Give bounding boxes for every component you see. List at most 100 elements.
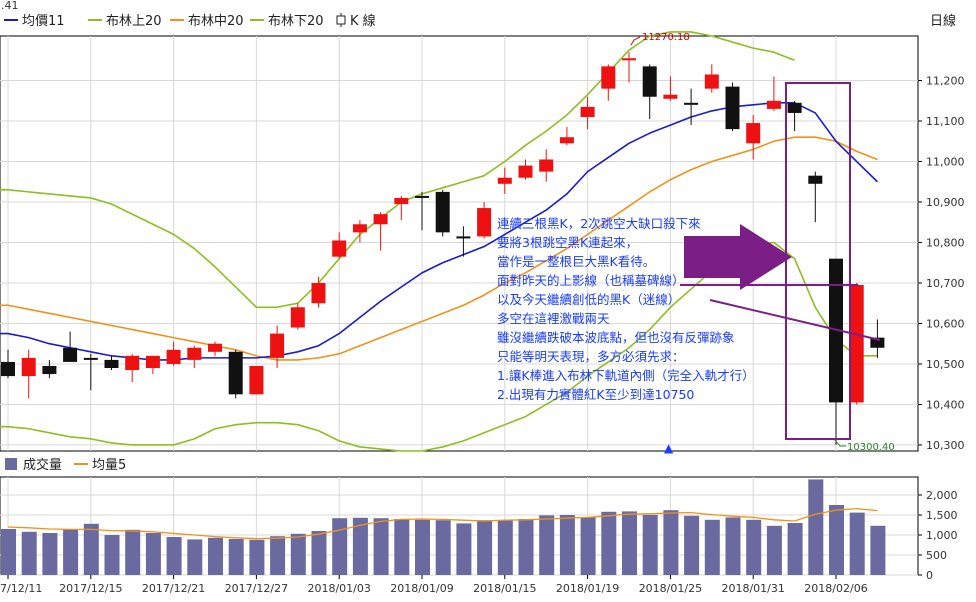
volume-bar [104,535,120,575]
candle [456,226,471,257]
volume-bar [1,529,16,575]
candle [249,365,264,395]
volume-bar [746,519,762,575]
candle [21,349,36,399]
high-leader-line [630,36,641,46]
volume-swatch [5,458,17,470]
candle [415,191,429,231]
legend-k-label: K 線 [350,13,376,29]
candle [332,232,347,259]
candle [601,64,616,101]
volume-bar [42,533,58,575]
analysis-note: 連續三根黑K，2次跳空大缺口殺下來 要將3根跳空黑K連起來， 當作是一整根巨大黑… [497,216,755,402]
candle [435,189,450,237]
volume-bar [311,531,327,575]
candle-body [704,74,719,89]
triangle-marker: ▲ [664,441,674,455]
volume-bar [435,520,451,575]
date-label: 2018/01/31 [721,582,784,595]
black-k-pointer [709,299,881,341]
volume-bar [83,523,99,575]
candle [228,349,243,399]
note-line-10: 2.出現有力實體紅K至少到達10750 [497,387,694,402]
volume-axis: 2,000 1,500 1,000 500 0 [918,489,958,582]
candle [849,282,864,405]
price-tick-label: 10,600 [926,317,965,330]
note-line-7: 雖沒繼續跌破本波底點，但也沒有反彈跡象 [497,330,735,345]
candle [208,341,222,356]
candle-body [456,236,471,239]
candle [559,127,574,146]
note-line-8: 只能等明天表現，多方必須先求： [497,349,685,364]
volume-tick-label: 1,500 [926,509,958,522]
volume-label: 成交量 [23,457,62,473]
candle [684,88,699,126]
volume-bar [145,533,161,575]
price-panel [0,35,919,452]
candle-body [311,282,326,304]
candle-body [63,347,78,362]
candle-body [125,355,140,371]
candle-body [83,357,98,360]
candle [352,220,367,243]
volume-bar [332,518,348,575]
candle [580,96,595,130]
candle [539,149,554,182]
candle [642,64,657,119]
candle-body [870,337,885,348]
volume-bar [559,515,575,575]
volume-tick-label: 2,000 [926,489,958,502]
candle-body [145,355,160,368]
date-label: 2018/01/15 [473,582,536,595]
price-tick-label: 10,900 [926,196,965,209]
date-label: 7/12/11 [0,582,42,595]
candle-body [394,197,409,205]
note-line-3: 當作是一整根巨大黑K看待。 [497,254,655,269]
candle-body [21,357,36,377]
high-label: 11270.18 [642,32,690,43]
candlesticks [1,52,885,445]
price-tick-label: 10,400 [926,398,965,411]
candle-body [849,285,864,403]
candle [704,64,719,93]
candle [311,276,326,308]
candle-body [559,137,574,144]
candle [373,212,388,251]
volume-bar [766,525,782,575]
candle [290,303,305,330]
note-line-9: 1.讓K棒進入布林下軌道內側（完全入軌才行） [497,368,755,383]
candle-body [352,224,367,233]
candle [1,349,15,379]
volume-bar [808,479,824,575]
candle-body [208,343,222,352]
volume-bar [787,523,803,575]
price-axis: 11,200 11,100 11,000 10,900 10,800 10,700 10,6… [918,75,965,452]
candle [270,325,285,368]
volume-bar [870,525,886,575]
price-tick-label: 10,300 [926,439,965,452]
candle [125,353,140,383]
volume-bar [704,519,720,575]
volume-bar [394,519,410,575]
volume-bar [642,515,658,575]
candle [746,114,761,160]
price-tick-label: 10,700 [926,277,965,290]
legend-bb-upper-label: 布林上20 [106,14,162,29]
candle-body [766,100,781,109]
volume-bar [187,539,203,575]
candle [622,52,636,83]
candle [787,100,802,132]
volume-bar [373,518,389,575]
volume-bar [125,529,141,575]
candle-body [373,214,388,225]
candle-body [228,351,243,395]
candle-body [104,359,119,368]
volume-bar [228,539,244,575]
volume-bar [290,533,306,575]
volume-tick-label: 0 [926,569,933,582]
candle-body [270,333,285,358]
volume-ma-line [7,507,878,540]
volume-tick-label: 500 [926,549,947,562]
volume-bar [270,536,286,575]
